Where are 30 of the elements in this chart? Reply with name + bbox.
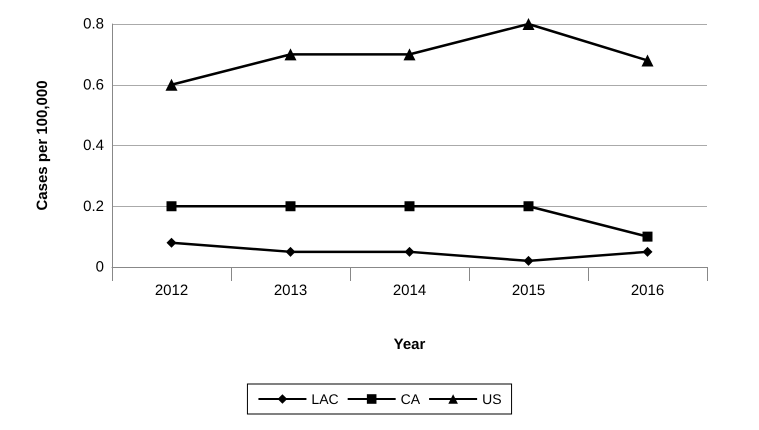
point	[404, 48, 416, 60]
point	[404, 246, 414, 257]
legend-label: CA	[400, 391, 421, 407]
point	[166, 201, 176, 212]
point	[286, 246, 296, 257]
x-tick-label: 2013	[274, 282, 308, 299]
point	[166, 78, 178, 91]
y-axis-title: Cases per 100,000	[34, 80, 51, 211]
y-tick-label: 0.6	[83, 76, 104, 94]
point	[522, 18, 534, 30]
legend-label: US	[482, 391, 502, 407]
legend-label: LAC	[311, 391, 339, 407]
y-tick-label: 0.8	[83, 16, 104, 32]
point	[284, 48, 296, 60]
x-tick-label: 2014	[392, 282, 426, 299]
point	[524, 256, 534, 266]
y-tick-label: 0.4	[83, 137, 104, 154]
x-axis-title: Year	[394, 336, 426, 353]
y-tick-label: 0.2	[83, 198, 104, 215]
x-tick-label: 2016	[630, 282, 664, 299]
point	[166, 238, 176, 248]
point	[404, 201, 414, 212]
point	[286, 201, 296, 212]
point	[524, 201, 534, 212]
x-tick-label: 2015	[512, 282, 546, 299]
x-tick-label: 2012	[154, 282, 188, 299]
y-tick-label: 0	[96, 258, 104, 276]
point	[642, 246, 652, 257]
point	[642, 232, 652, 242]
point	[642, 54, 654, 66]
